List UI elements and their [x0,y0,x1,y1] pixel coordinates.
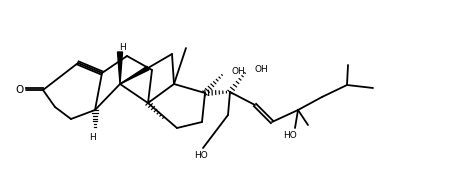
Text: OH: OH [254,66,268,74]
Polygon shape [117,52,122,84]
Text: H: H [90,132,96,141]
Text: HO: HO [194,151,207,161]
Text: H: H [119,43,126,52]
Polygon shape [120,66,149,84]
Text: OH: OH [231,68,245,76]
Text: HO: HO [282,132,296,141]
Text: O: O [16,85,24,95]
